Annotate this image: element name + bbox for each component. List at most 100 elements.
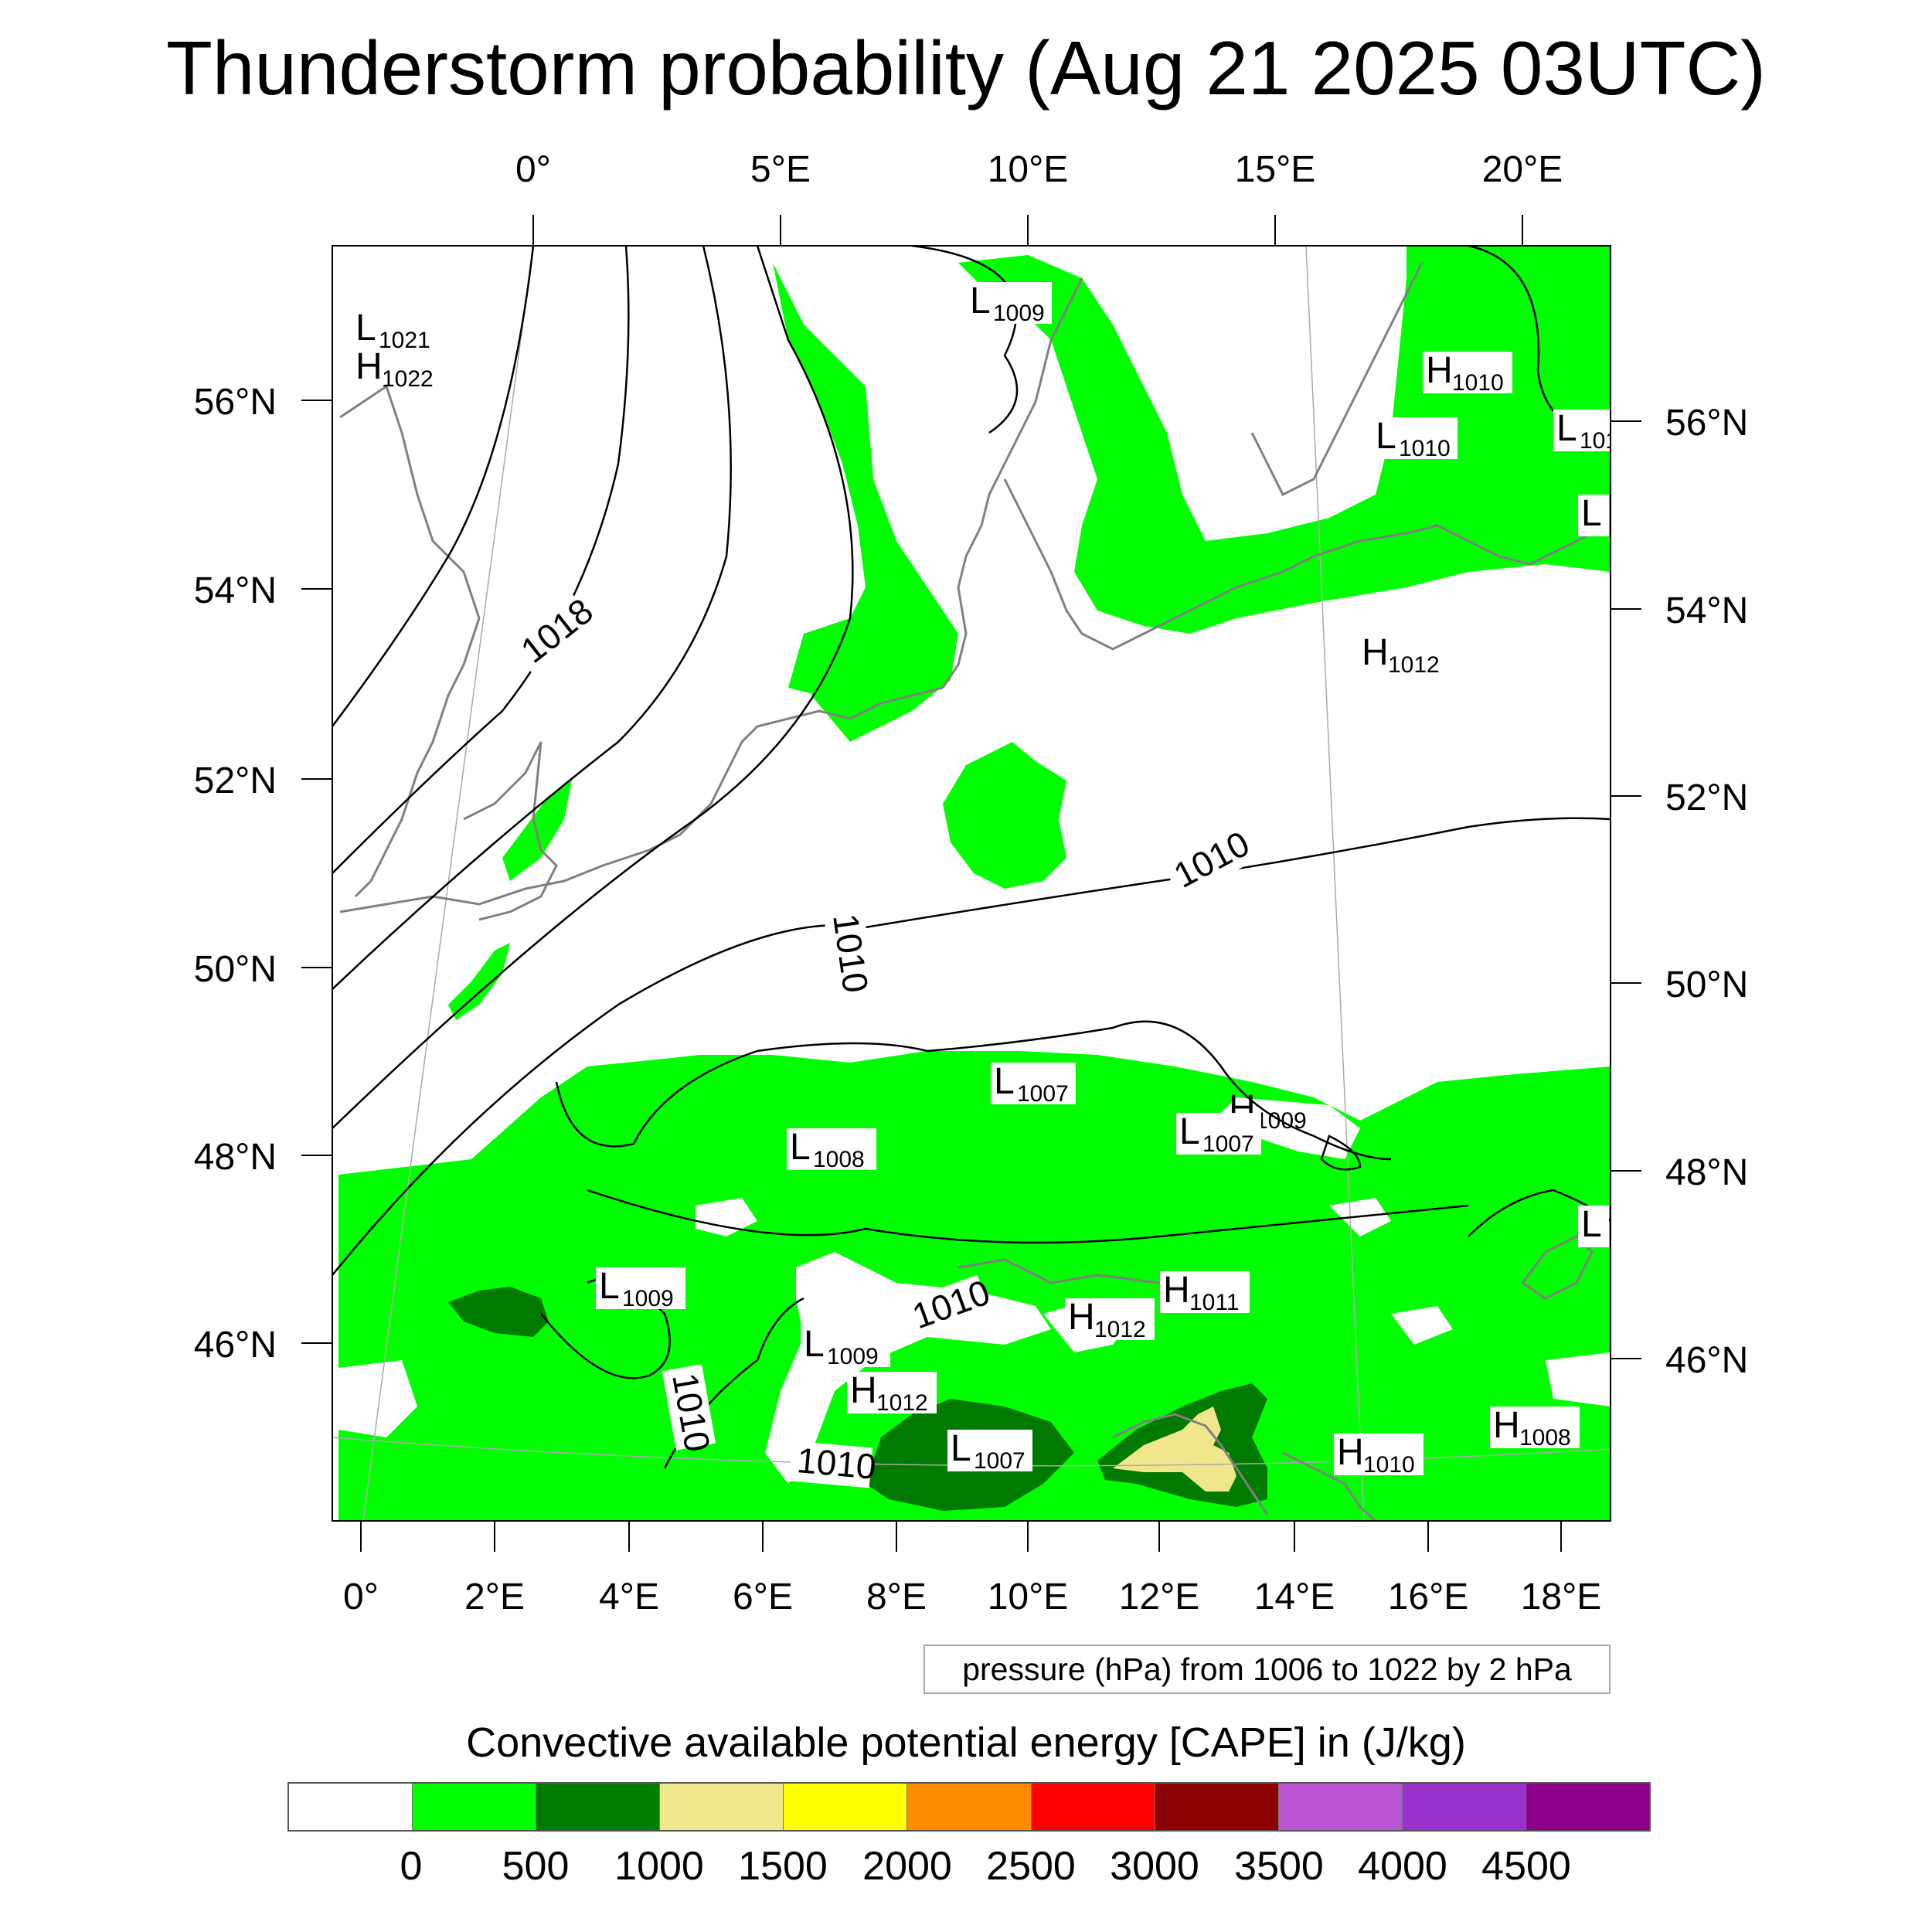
right-lat-labels: 56°N 54°N 52°N 50°N 48°N 46°N (1665, 403, 1748, 1381)
svg-text:H: H (1068, 1297, 1095, 1338)
pressure-center: L 1007 (991, 1061, 1076, 1107)
tick-label: 54°N (1665, 590, 1748, 631)
legend-swatch (1402, 1784, 1526, 1830)
svg-text:1010: 1010 (1363, 1452, 1415, 1478)
tick-label: 0° (515, 149, 551, 190)
tick-label: 6°E (733, 1577, 793, 1617)
pressure-center: H 1009 (1229, 1088, 1307, 1134)
svg-text:L: L (790, 1127, 811, 1168)
map-title: Thunderstorm probability (Aug 21 2025 03… (166, 26, 1766, 111)
right-lat-axis (1611, 420, 1641, 1359)
legend-label: 4000 (1358, 1844, 1447, 1889)
tick-label: 5°E (750, 149, 811, 190)
legend-label: 3500 (1234, 1844, 1324, 1889)
svg-text:L: L (951, 1428, 971, 1469)
cape-shading-high (1113, 1406, 1236, 1492)
tick-label: 15°E (1235, 149, 1316, 190)
svg-text:1021: 1021 (379, 328, 430, 353)
svg-text:1007: 1007 (1202, 1131, 1254, 1157)
pressure-center: H 1008 (1490, 1405, 1580, 1451)
tick-label: 4°E (599, 1577, 659, 1617)
legend-label: 2000 (862, 1844, 952, 1889)
tick-label: 46°N (194, 1325, 277, 1366)
legend-label: 1500 (738, 1844, 828, 1889)
pressure-center: L 1008 (787, 1127, 876, 1172)
legend-label: 4500 (1481, 1844, 1571, 1889)
legend-title: Convective available potential energy [C… (466, 1719, 1466, 1766)
pressure-center: H 1011 (1160, 1270, 1250, 1315)
svg-text:H: H (1493, 1405, 1520, 1446)
svg-text:101: 101 (1580, 428, 1618, 454)
legend-swatch (907, 1784, 1032, 1830)
svg-text:1008: 1008 (813, 1147, 865, 1172)
pressure-center: H 1012 (1065, 1297, 1155, 1342)
isobar-label: 1010 (795, 1440, 877, 1487)
legend-swatch (536, 1784, 661, 1830)
map-plot-area: L 1021 H 1022 L 1009 H 1010 L 1010 (332, 246, 1618, 1521)
bottom-lon-axis (360, 1521, 1562, 1552)
tick-label: 8°E (866, 1577, 927, 1617)
pressure-center: H 1010 (1423, 350, 1512, 396)
pressure-centers: L 1021 H 1022 L 1009 H 1010 L 1010 (352, 281, 1618, 1478)
tick-label: 14°E (1254, 1577, 1335, 1617)
svg-text:1012: 1012 (876, 1390, 928, 1416)
tick-label: 52°N (1665, 777, 1748, 818)
legend-labels: 0 500 1000 1500 2000 2500 3000 3500 4000… (0, 1839, 1932, 1893)
pressure-center: L 1009 (801, 1324, 890, 1369)
svg-text:1012: 1012 (1094, 1317, 1146, 1342)
svg-text:1022: 1022 (382, 366, 434, 392)
svg-text:1012: 1012 (1388, 652, 1440, 678)
svg-text:1009: 1009 (827, 1344, 879, 1369)
pressure-center: L 1007 (1176, 1111, 1261, 1157)
legend-label: 0 (400, 1844, 423, 1889)
legend-swatch (289, 1784, 413, 1830)
svg-text:L: L (1556, 408, 1577, 449)
legend-label: 2500 (986, 1844, 1076, 1889)
top-lon-labels: 0° 5°E 10°E 15°E 20°E (515, 149, 1563, 190)
pressure-center: H 1022 (355, 346, 434, 392)
top-lon-axis (532, 215, 1523, 246)
legend-swatch (1526, 1784, 1650, 1830)
pressure-center: L (1578, 493, 1609, 536)
tick-label: 50°N (1665, 964, 1748, 1005)
pressure-center: H 1012 (847, 1370, 937, 1416)
pressure-center: H 1010 (1334, 1432, 1423, 1478)
tick-label: 20°E (1482, 149, 1563, 190)
legend-swatch (1031, 1784, 1155, 1830)
tick-label: 0° (343, 1577, 379, 1617)
svg-text:H: H (1163, 1270, 1190, 1311)
svg-text:L: L (1376, 416, 1396, 457)
tick-label: 54°N (194, 570, 277, 611)
legend-swatch (413, 1784, 537, 1830)
svg-text:L: L (599, 1266, 620, 1307)
coastlines (339, 262, 1611, 1521)
tick-label: 10°E (988, 149, 1069, 190)
tick-label: 2°E (464, 1577, 525, 1617)
svg-text:H: H (355, 346, 383, 387)
svg-text:L: L (970, 281, 991, 321)
tick-label: 56°N (1665, 403, 1748, 444)
svg-text:1010: 1010 (1399, 436, 1451, 461)
svg-text:L: L (1581, 493, 1602, 534)
svg-text:1009: 1009 (993, 301, 1045, 326)
pressure-center: L 101 (1553, 408, 1618, 454)
left-lat-labels: 56°N 54°N 52°N 50°N 48°N 46°N (194, 382, 277, 1366)
map-frame (332, 245, 1611, 1522)
tick-label: 46°N (1665, 1340, 1748, 1381)
svg-text:H: H (1362, 632, 1389, 673)
legend-swatch (660, 1784, 784, 1830)
svg-text:L: L (355, 308, 376, 349)
color-legend-bar (287, 1782, 1651, 1832)
legend-label: 1000 (614, 1844, 704, 1889)
svg-text:1010: 1010 (1452, 370, 1504, 396)
svg-text:L: L (1581, 1204, 1602, 1245)
legend-label: 3000 (1110, 1844, 1199, 1889)
tick-label: 12°E (1119, 1577, 1200, 1617)
legend-swatch (1278, 1784, 1403, 1830)
pressure-center: L 1009 (967, 281, 1052, 326)
svg-text:1009: 1009 (1255, 1108, 1307, 1134)
svg-text:1011: 1011 (1189, 1290, 1240, 1315)
pressure-center: H 1012 (1362, 632, 1440, 678)
tick-label: 56°N (194, 382, 277, 423)
